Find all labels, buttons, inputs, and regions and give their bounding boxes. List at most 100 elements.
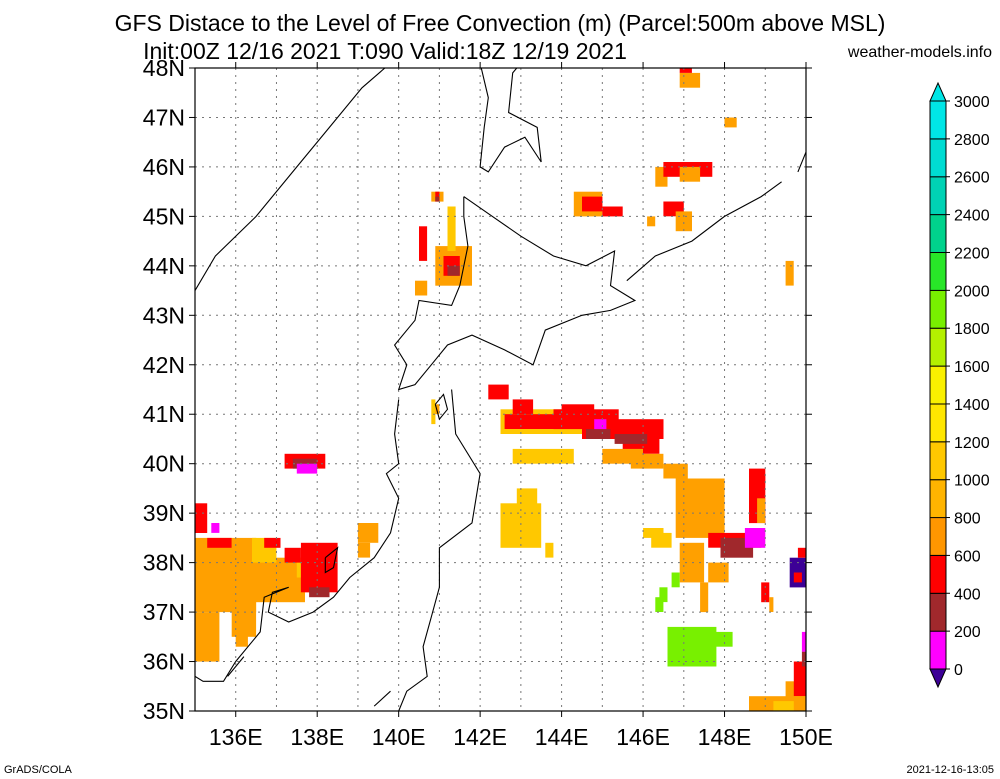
lat-tick-label: 36N — [143, 649, 185, 675]
shaded-cell — [724, 117, 737, 128]
colorbar-box — [929, 630, 947, 670]
lon-tick-label: 138E — [290, 724, 344, 750]
shaded-cell — [655, 597, 664, 612]
shaded-cell — [447, 265, 460, 276]
lat-tick-label: 45N — [143, 203, 185, 229]
colorbar-label: 200 — [954, 624, 981, 641]
shaded-cell — [793, 661, 806, 697]
lon-tick-label: 144E — [535, 724, 589, 750]
shaded-cell — [586, 429, 611, 439]
shaded-cell — [594, 419, 607, 430]
lon-tick-label: 150E — [779, 724, 833, 750]
colorbar-box — [929, 289, 947, 329]
shaded-cell — [300, 542, 338, 593]
colorbar-upper-arrow — [929, 81, 947, 102]
colorbar-label: 2600 — [954, 170, 990, 187]
colorbar: 0 200 400 600 800 1000 1200 1400 1600 1800 2000 220… — [929, 81, 990, 689]
axis-ticks: 35N 36N 37N 38N 39N 40N 41N 42N 43N 44N 45N 46N 47N 4… — [143, 55, 833, 750]
shaded-cell — [435, 404, 440, 415]
coastlines — [195, 68, 806, 711]
shaded-cell — [785, 260, 794, 286]
shaded-cell — [801, 651, 806, 667]
coastline — [398, 389, 481, 711]
colorbar-box — [929, 554, 947, 594]
coastline — [227, 656, 245, 677]
colorbar-label: 1200 — [954, 435, 990, 452]
shaded-cell — [663, 463, 688, 479]
shaded-cell — [801, 631, 806, 652]
lon-tick-label: 148E — [698, 724, 752, 750]
timestamp-label: 2021-12-16-13:05 — [906, 764, 994, 776]
shaded-cell — [211, 523, 220, 533]
shaded-cell — [357, 542, 371, 558]
coastline — [195, 68, 386, 291]
coastline — [626, 181, 782, 282]
lat-tick-label: 39N — [143, 500, 185, 526]
lon-tick-label: 142E — [453, 724, 507, 750]
colorbar-box — [929, 441, 947, 481]
shaded-cell — [679, 166, 701, 182]
shaded-cell — [671, 572, 680, 588]
shaded-cell — [512, 448, 574, 464]
shaded-cell — [309, 587, 330, 598]
shaded-cell — [793, 572, 802, 583]
shaded-cell — [700, 582, 709, 613]
shaded-cell — [284, 547, 301, 563]
lat-tick-label: 38N — [143, 550, 185, 576]
colorbar-label: 400 — [954, 586, 981, 603]
coastline — [324, 546, 339, 574]
site-name: weather-models.info — [847, 44, 992, 61]
colorbar-label: 1600 — [954, 359, 990, 376]
colorbar-box — [929, 100, 947, 140]
lat-tick-label: 40N — [143, 451, 185, 477]
colorbar-lower-arrow — [929, 668, 947, 689]
colorbar-label: 800 — [954, 511, 981, 528]
shaded-cell — [679, 68, 692, 73]
colorbar-label: 1800 — [954, 321, 990, 338]
shaded-cell — [296, 463, 318, 474]
colorbar-label: 600 — [954, 548, 981, 565]
lat-tick-label: 46N — [143, 154, 185, 180]
shaded-cell — [675, 211, 692, 232]
colorbar-box — [929, 138, 947, 178]
shaded-cell — [769, 597, 774, 612]
lat-tick-label: 42N — [143, 352, 185, 378]
lat-tick-label: 35N — [143, 698, 185, 724]
coastline — [195, 399, 400, 682]
shaded-cell — [195, 612, 220, 662]
shaded-cell — [773, 701, 794, 711]
colorbar-box — [929, 517, 947, 556]
colorbar-label: 1400 — [954, 397, 990, 414]
colorbar-label: 1000 — [954, 473, 990, 490]
colorbar-label: 2200 — [954, 245, 990, 262]
lat-tick-label: 47N — [143, 104, 185, 130]
colorbar-label: 0 — [954, 662, 963, 679]
colorbar-box — [929, 327, 947, 367]
shaded-cell — [679, 72, 701, 88]
map-title: GFS Distace to the Level of Free Convect… — [114, 10, 886, 36]
shaded-cell — [431, 399, 436, 425]
shaded-cell — [292, 458, 318, 469]
lon-tick-label: 140E — [372, 724, 426, 750]
lon-tick-label: 146E — [616, 724, 670, 750]
colorbar-box — [929, 403, 947, 443]
shaded-cell — [797, 547, 806, 558]
shaded-cell — [749, 468, 766, 484]
shaded-cell — [264, 537, 281, 548]
shaded-cell — [614, 434, 648, 444]
colorbar-box — [929, 479, 947, 519]
shaded-cell — [659, 587, 668, 603]
colorbar-box — [929, 214, 947, 254]
shaded-cell — [419, 226, 428, 261]
lat-tick-label: 37N — [143, 599, 185, 625]
lat-tick-label: 44N — [143, 253, 185, 279]
coastline — [797, 151, 806, 173]
coastline — [479, 68, 542, 173]
shaded-cell — [512, 399, 534, 415]
shaded-cell — [435, 196, 440, 202]
colorbar-label: 2400 — [954, 208, 990, 225]
shaded-cell — [708, 562, 729, 583]
coastline — [434, 393, 449, 421]
shaded-cell — [447, 206, 456, 251]
shaded-cell — [561, 404, 595, 415]
